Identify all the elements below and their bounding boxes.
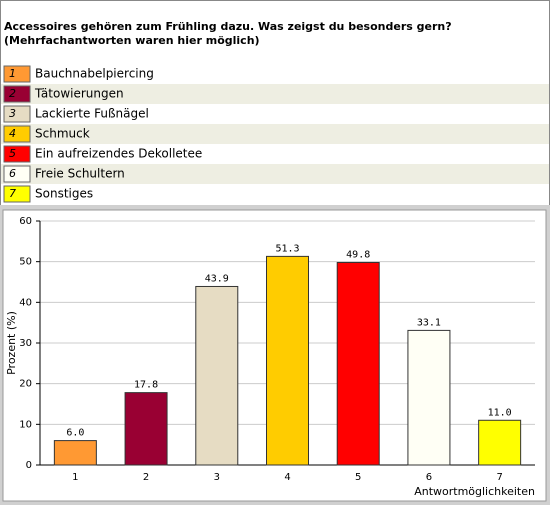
value-label: 51.3	[275, 243, 299, 254]
value-label: 6.0	[66, 428, 84, 439]
legend-number: 1	[9, 67, 16, 80]
y-tick-label: 0	[26, 460, 32, 471]
legend-number: 2	[9, 87, 16, 100]
y-tick-label: 40	[19, 297, 32, 308]
value-label: 49.8	[346, 249, 370, 260]
value-label: 11.0	[488, 407, 512, 418]
y-tick-label: 10	[19, 419, 32, 430]
legend-number: 5	[9, 147, 16, 160]
y-tick-label: 30	[19, 338, 32, 349]
legend-label: Sonstiges	[35, 187, 93, 201]
x-tick-label: 7	[496, 472, 502, 483]
x-axis-label: Antwortmöglichkeiten	[414, 485, 535, 498]
legend-number: 4	[9, 127, 16, 140]
legend-swatch	[3, 65, 31, 83]
x-tick-label: 1	[72, 472, 78, 483]
y-axis-label: Prozent (%)	[5, 311, 18, 375]
legend-row	[1, 124, 549, 144]
bar	[53, 440, 97, 466]
legend-label: Ein aufreizendes Dekolletee	[35, 147, 202, 161]
bar	[266, 255, 309, 466]
legend-swatch	[3, 165, 31, 183]
legend-swatch	[3, 105, 31, 123]
legend-label: Tätowierungen	[34, 87, 124, 101]
x-tick-label: 2	[143, 472, 149, 483]
x-tick-label: 3	[214, 472, 220, 483]
value-label: 33.1	[417, 317, 441, 328]
legend-row	[1, 144, 549, 164]
legend-swatch	[3, 85, 31, 103]
chart-title: Accessoires gehören zum Frühling dazu. W…	[4, 20, 452, 33]
legend-row	[1, 84, 549, 104]
value-label: 43.9	[205, 273, 229, 284]
x-tick-label: 5	[355, 472, 361, 483]
legend-row	[1, 64, 549, 84]
bar	[195, 285, 239, 466]
x-tick-label: 4	[284, 472, 290, 483]
legend-number: 7	[9, 187, 16, 200]
bar	[478, 419, 522, 466]
legend-swatch	[3, 125, 31, 143]
chart-subtitle: (Mehrfachantworten waren hier möglich)	[4, 34, 260, 47]
bar	[336, 261, 380, 466]
x-tick-label: 6	[426, 472, 432, 483]
bar	[124, 392, 168, 466]
legend-swatch	[3, 185, 31, 203]
legend-number: 3	[9, 107, 16, 120]
legend-row	[1, 104, 549, 124]
legend-label: Lackierte Fußnägel	[35, 107, 149, 121]
legend-row	[1, 164, 549, 184]
legend-label: Schmuck	[35, 127, 90, 141]
y-tick-label: 20	[19, 379, 32, 390]
legend-row	[1, 184, 549, 204]
legend-label: Freie Schultern	[35, 167, 125, 181]
value-label: 17.8	[134, 380, 158, 391]
y-tick-label: 60	[19, 216, 32, 227]
legend-label: Bauchnabelpiercing	[35, 67, 154, 81]
y-tick-label: 50	[19, 257, 32, 268]
bar	[407, 329, 451, 466]
legend-number: 6	[9, 167, 16, 180]
legend-swatch	[3, 145, 31, 163]
